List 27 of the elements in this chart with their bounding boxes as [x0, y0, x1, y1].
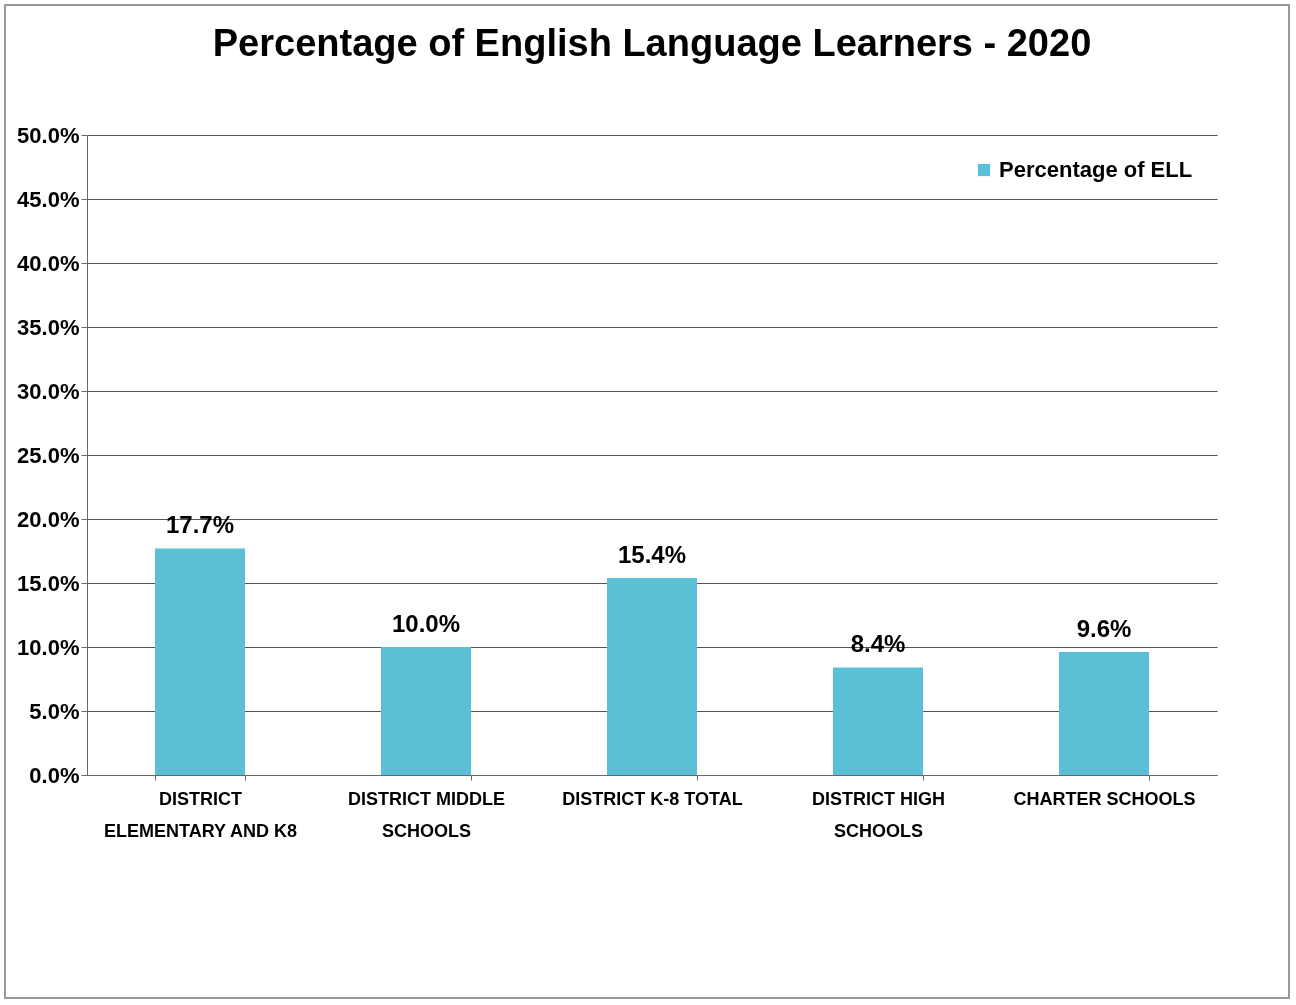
- legend-label: Percentage of ELL: [999, 157, 1193, 182]
- x-tick-label: DISTRICT MIDDLE SCHOOLS: [348, 788, 505, 841]
- bar: [607, 577, 697, 775]
- chart-title: Percentage of English Language Learners - 2020: [212, 22, 1092, 64]
- y-tick-label: 15.0%: [17, 570, 80, 596]
- y-tick-label: 5.0%: [29, 698, 80, 724]
- x-tick-label: DISTRICT HIGH SCHOOLS: [812, 788, 945, 841]
- data-label: 17.7%: [165, 511, 235, 539]
- y-tick-label: 0.0%: [29, 762, 80, 788]
- y-tick-label: 40.0%: [17, 250, 80, 276]
- y-tick-label: 10.0%: [17, 634, 80, 660]
- y-tick-label: 45.0%: [17, 186, 80, 212]
- data-label: 15.4%: [617, 540, 687, 568]
- x-tick-label: DISTRICT ELEMENTARY AND K8: [103, 788, 298, 841]
- x-tick-label: DISTRICT K-8 TOTAL: [562, 788, 743, 809]
- y-tick-label: 35.0%: [17, 314, 80, 340]
- x-tick-label: CHARTER SCHOOLS: [1013, 788, 1196, 809]
- y-tick-label: 30.0%: [17, 378, 80, 404]
- bar: [381, 647, 471, 775]
- y-tick-label: 20.0%: [17, 506, 80, 532]
- data-label: 10.0%: [391, 610, 461, 637]
- bar: [1059, 652, 1149, 775]
- bar: [833, 667, 923, 775]
- y-tick-label: 25.0%: [17, 442, 80, 468]
- bar: [155, 548, 245, 775]
- data-label: 9.6%: [1076, 615, 1132, 643]
- y-tick-label: 50.0%: [17, 122, 80, 148]
